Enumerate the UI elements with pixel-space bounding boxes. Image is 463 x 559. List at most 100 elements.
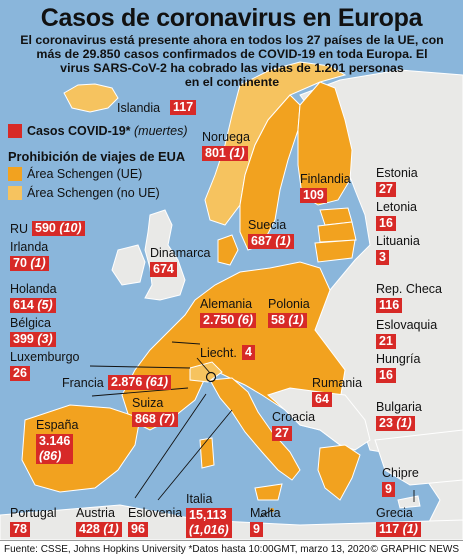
- cases-francia: 2.876 (61): [108, 375, 171, 390]
- cases-lituania: 3: [376, 250, 389, 265]
- label-grecia: Grecia: [376, 506, 413, 520]
- cases-eslovenia: 96: [128, 522, 148, 537]
- leader-luxemburgo: [91, 387, 189, 397]
- label-suecia: Suecia: [248, 218, 287, 232]
- label-rumania: Rumania: [312, 376, 363, 390]
- cases-noruega: 801 (1): [202, 146, 248, 161]
- leader-malta: [259, 509, 273, 518]
- country-finland: [297, 81, 353, 206]
- label-letonia: Letonia: [376, 200, 418, 214]
- country-iceland: [63, 83, 119, 113]
- country-latvia: [317, 221, 357, 243]
- label-islandia: Islandia: [117, 101, 161, 115]
- legend-schengen-eu-label: Área Schengen (UE): [27, 167, 143, 181]
- liechtenstein-marker: [205, 371, 217, 383]
- legend-cases: Casos COVID-19* (muertes): [8, 124, 187, 138]
- cases-finlandia: 109: [300, 188, 327, 203]
- legend-deaths-label: (muertes): [134, 124, 188, 138]
- cases-rumania: 64: [312, 392, 332, 407]
- label-francia: Francia: [62, 376, 104, 390]
- region-iberia: [21, 404, 141, 493]
- cases-suiza: 868 (7): [132, 412, 178, 427]
- cases-liechtenstein: 4: [242, 345, 255, 360]
- cases-hungria: 16: [376, 368, 396, 383]
- country-denmark: [217, 234, 239, 266]
- label-eslovenia: Eslovenia: [128, 506, 183, 520]
- country-ireland: [111, 244, 146, 286]
- leader-holanda: [171, 341, 201, 345]
- label-holanda: Holanda: [10, 282, 57, 296]
- label-luxemburgo: Luxemburgo: [10, 350, 80, 364]
- page-subtitle: El coronavirus está presente ahora en to…: [12, 33, 452, 89]
- country-uk: [144, 209, 186, 301]
- label-lituania: Lituania: [376, 234, 420, 248]
- label-belgica: Bélgica: [10, 316, 51, 330]
- label-croacia: Croacia: [272, 410, 316, 424]
- subtitle-line: en el continente: [184, 75, 280, 89]
- label-dinamarca: Dinamarca: [150, 246, 211, 260]
- legend-swatch-cases: [8, 124, 22, 138]
- subtitle-line: El coronavirus está presente ahora en to…: [20, 33, 444, 47]
- cases-polonia: 58 (1): [268, 313, 307, 328]
- cases-croacia: 27: [272, 426, 292, 441]
- region-balkans: [267, 387, 371, 451]
- subtitle-line: virus SARS-CoV-2 ha cobrado las vidas de…: [60, 61, 404, 75]
- label-finlandia: Finlandia: [300, 172, 351, 186]
- cases-ru: 590 (10): [32, 221, 85, 236]
- country-italy: [209, 377, 301, 481]
- cases-dinamarca: 674: [150, 262, 177, 277]
- label-estonia: Estonia: [376, 166, 418, 180]
- cases-malta: 9: [250, 522, 263, 537]
- label-austria: Austria: [76, 506, 115, 520]
- cases-suecia: 687 (1): [248, 234, 294, 249]
- island-sicily: [254, 483, 283, 501]
- legend-swatch-schengen-eu: [8, 167, 22, 181]
- country-lithuania: [314, 239, 356, 263]
- cases-austria: 428 (1): [76, 522, 122, 537]
- cases-alemania: 2.750 (6): [200, 313, 257, 328]
- island-sardinia: [199, 437, 215, 469]
- cases-espana: 3.146 (86): [36, 434, 74, 464]
- cases-luxemburgo: 26: [10, 366, 30, 381]
- label-rep-checa: Rep. Checa: [376, 282, 443, 296]
- label-bulgaria: Bulgaria: [376, 400, 422, 414]
- country-cyprus: [397, 495, 421, 509]
- cases-holanda: 614 (5): [10, 298, 56, 313]
- cases-rep-checa: 116: [376, 298, 403, 313]
- cases-grecia: 117 (1): [376, 522, 421, 537]
- cases-italia: 15,113 (1,016): [186, 508, 232, 538]
- label-ru: RU: [10, 222, 29, 236]
- leader-eslovenia: [157, 409, 233, 501]
- label-suiza: Suiza: [132, 396, 164, 410]
- footer: Fuente: CSSE, Johns Hopkins University *…: [0, 540, 463, 559]
- cases-islandia: 117: [170, 100, 197, 115]
- cases-belgica: 399 (3): [10, 332, 56, 347]
- leader-austria: [134, 393, 207, 499]
- label-alemania: Alemania: [200, 297, 253, 311]
- cases-portugal: 78: [10, 522, 30, 537]
- page-title: Casos de coronavirus en Europa: [40, 4, 423, 32]
- legend-schengen-non-eu: Área Schengen (no UE): [8, 186, 160, 200]
- leader-liecht: [196, 357, 211, 374]
- label-noruega: Noruega: [202, 130, 250, 144]
- legend-cases-label: Casos COVID-19*: [27, 124, 131, 138]
- cases-chipre: 9: [382, 482, 395, 497]
- label-chipre: Chipre: [382, 466, 419, 480]
- cases-letonia: 16: [376, 216, 396, 231]
- legend-schengen-non-eu-label: Área Schengen (no UE): [27, 186, 160, 200]
- region-turkey: [374, 429, 463, 486]
- label-polonia: Polonia: [268, 297, 310, 311]
- legend-swatch-schengen-non-eu: [8, 186, 22, 200]
- cases-eslovaquia: 21: [376, 334, 396, 349]
- leader-belgica: [89, 365, 191, 369]
- credit: © GRAPHIC NEWS: [370, 544, 460, 555]
- label-hungria: Hungría: [376, 352, 421, 366]
- label-portugal: Portugal: [10, 506, 57, 520]
- source-note: Fuente: CSSE, Johns Hopkins University *…: [4, 544, 370, 555]
- leader-lines: [89, 341, 415, 518]
- cases-estonia: 27: [376, 182, 396, 197]
- legend-schengen-eu: Área Schengen (UE): [8, 167, 142, 181]
- label-irlanda: Irlanda: [10, 240, 49, 254]
- label-espana: España: [36, 418, 79, 432]
